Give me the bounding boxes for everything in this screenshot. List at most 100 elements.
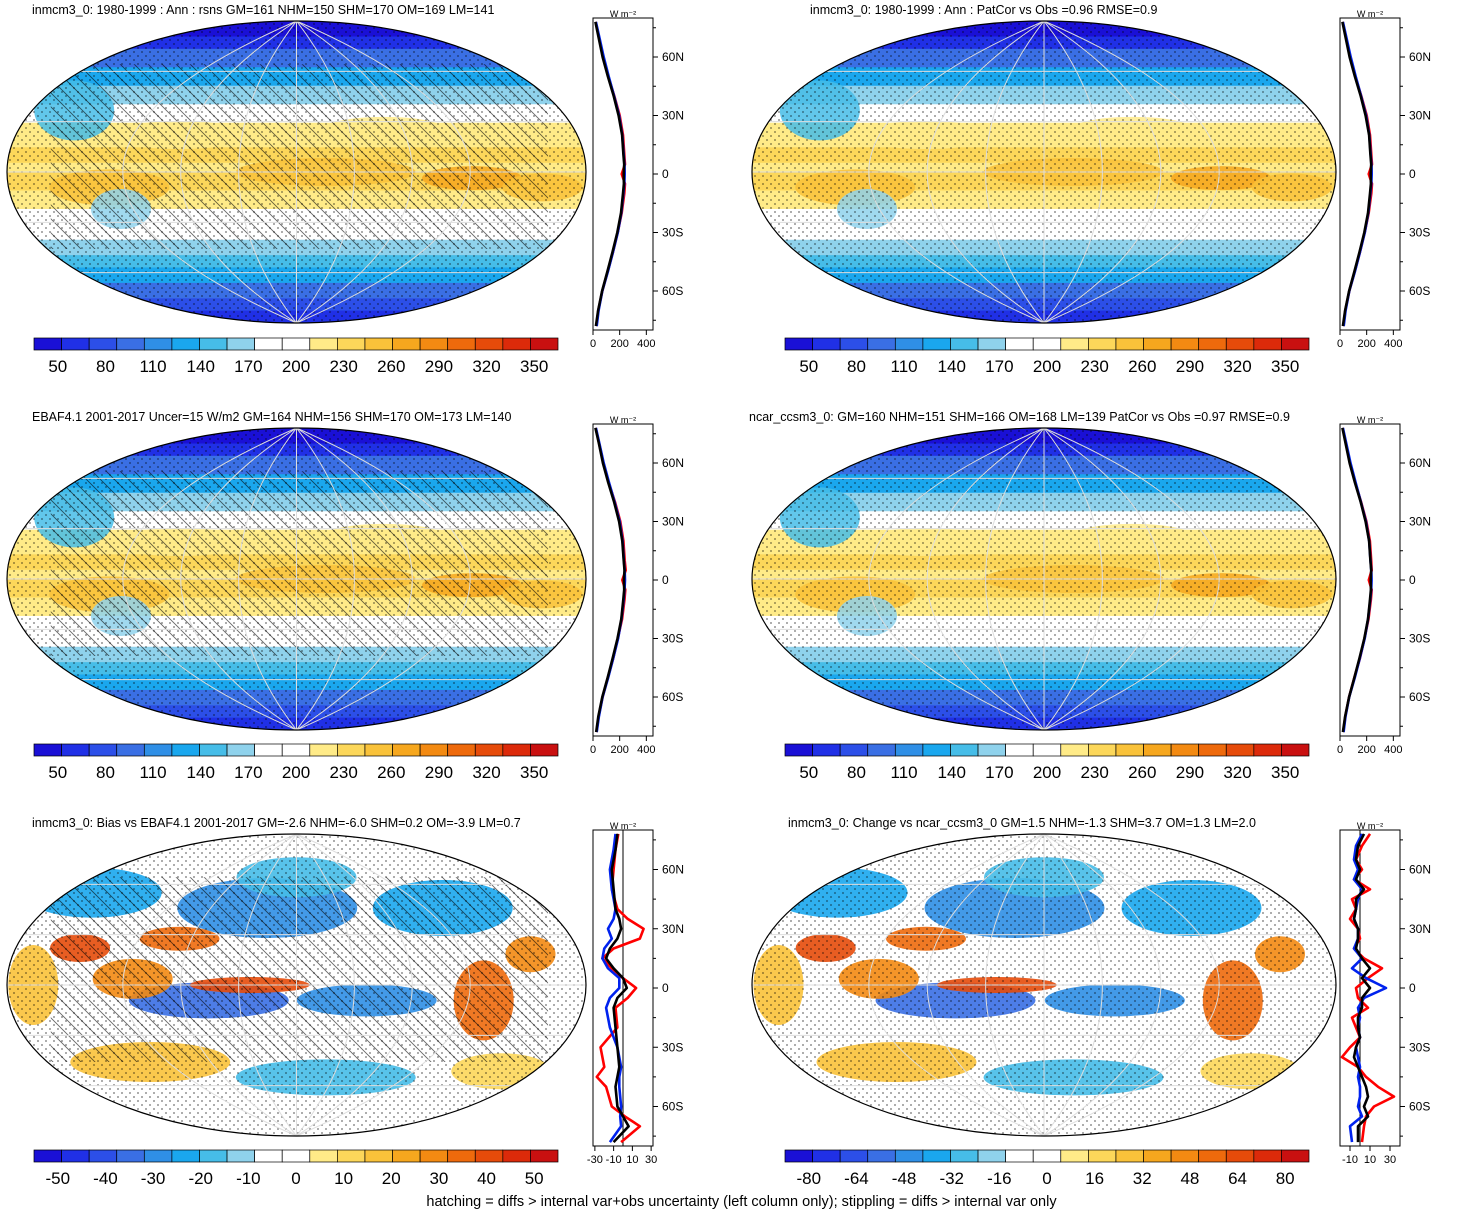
colorbar-label: 350 <box>520 357 548 376</box>
map-field <box>7 834 586 1136</box>
profile-y-tick: 0 <box>1409 167 1416 181</box>
colorbar-swatch <box>784 1149 813 1163</box>
map-outline <box>6 20 587 324</box>
colorbar-swatch <box>1032 743 1062 757</box>
colorbar-label: 230 <box>329 763 357 782</box>
profile-y-tick: 60N <box>662 50 684 64</box>
colorbar-label: 320 <box>472 357 500 376</box>
colorbar-label: 50 <box>525 1169 544 1188</box>
colorbar-swatch <box>1253 1149 1282 1163</box>
colorbar-label: 320 <box>472 763 500 782</box>
colorbar-label: 290 <box>425 357 453 376</box>
colorbar-label: 32 <box>1133 1169 1152 1188</box>
panel-6-map <box>751 833 1337 1137</box>
colorbar-swatch <box>33 743 62 757</box>
colorbar-swatch <box>1032 1149 1062 1163</box>
map-field <box>7 428 586 730</box>
colorbar-label: 48 <box>1180 1169 1199 1188</box>
colorbar-label: 350 <box>520 763 548 782</box>
colorbar-swatch <box>1115 337 1144 351</box>
profile-y-tick: 60N <box>1409 863 1431 877</box>
colorbar-swatch <box>226 743 255 757</box>
colorbar-label: 170 <box>234 763 262 782</box>
profile-y-tick: 0 <box>662 573 669 587</box>
colorbar-label: 0 <box>291 1169 300 1188</box>
colorbar-swatch <box>281 337 311 351</box>
colorbar-label: 50 <box>48 763 67 782</box>
colorbar-swatch <box>1032 337 1062 351</box>
profile-line-blue <box>1348 833 1388 1143</box>
colorbar-label: 200 <box>282 357 310 376</box>
colorbar-label: -80 <box>797 1169 822 1188</box>
colorbar-label: 50 <box>799 763 818 782</box>
colorbar-swatch <box>116 743 145 757</box>
profile-line-blue <box>1341 21 1374 327</box>
colorbar-swatch <box>419 743 449 757</box>
colorbar-label: 80 <box>96 763 115 782</box>
profile-y-tick: 60N <box>662 863 684 877</box>
colorbar-swatch <box>392 743 421 757</box>
panel-1-title: inmcm3_0: 1980-1999 : Ann : rsns GM=161 … <box>32 3 495 17</box>
profile-y-tick: 30S <box>1409 632 1430 646</box>
profile-y-tick: 0 <box>1409 981 1416 995</box>
colorbar-label: 30 <box>429 1169 448 1188</box>
colorbar-swatch <box>1198 1149 1227 1163</box>
colorbar-swatch <box>1198 743 1227 757</box>
colorbar-label: 140 <box>187 357 215 376</box>
colorbar-swatch <box>61 1149 90 1163</box>
colorbar-swatch <box>867 743 896 757</box>
profile-x-tick: -10 <box>606 1154 622 1166</box>
colorbar-swatch <box>1253 743 1282 757</box>
colorbar-swatch <box>867 1149 896 1163</box>
colorbar-swatch <box>281 743 311 757</box>
colorbar-label: 80 <box>847 357 866 376</box>
profile-line-blue <box>594 427 627 733</box>
profile-y-tick: 30S <box>1409 226 1430 240</box>
colorbar-swatch <box>977 1149 1006 1163</box>
panel-1-profile: W m⁻² 60N 30N 0 30S 60S 0 200 400 <box>590 9 684 350</box>
colorbar-label: 50 <box>799 357 818 376</box>
colorbar-swatch <box>950 743 979 757</box>
panel-2-colorbar: 50 80 110 140 170 200 230 260 290 320 350 <box>784 337 1310 376</box>
colorbar-label: 140 <box>938 763 966 782</box>
profile-y-tick: 30S <box>662 632 683 646</box>
colorbar-label: 200 <box>1033 763 1061 782</box>
figure-caption: hatching = diffs > internal var+obs unce… <box>426 1194 1057 1210</box>
colorbar-swatch <box>199 337 228 351</box>
profile-y-tick: 60S <box>1409 284 1430 298</box>
colorbar-label: 350 <box>1271 763 1299 782</box>
colorbar-swatch <box>812 337 841 351</box>
colorbar-label: -20 <box>188 1169 213 1188</box>
colorbar-label: -64 <box>844 1169 869 1188</box>
colorbar-swatch <box>950 1149 979 1163</box>
colorbar-swatch <box>1143 337 1172 351</box>
map-field <box>752 428 1336 730</box>
colorbar-swatch <box>226 337 255 351</box>
profile-line-black <box>594 21 626 327</box>
panel-5-map <box>6 833 587 1137</box>
colorbar-swatch <box>474 337 504 351</box>
colorbar-swatch <box>1060 1149 1089 1163</box>
colorbar-label: -50 <box>46 1169 71 1188</box>
colorbar-label: -48 <box>892 1169 917 1188</box>
colorbar-swatch <box>812 743 841 757</box>
colorbar-swatch <box>364 743 393 757</box>
colorbar-swatch <box>447 743 476 757</box>
colorbar-swatch <box>1143 1149 1172 1163</box>
panel-1-colorbar: 50 80 110 140 170 200 230 260 290 320 350 <box>33 337 559 376</box>
colorbar-label: 320 <box>1223 357 1251 376</box>
colorbar-label: 0 <box>1042 1169 1051 1188</box>
profile-x-tick: 0 <box>590 744 596 756</box>
colorbar-swatch <box>1225 337 1255 351</box>
profile-y-tick: 30S <box>1409 1040 1430 1054</box>
colorbar-swatch <box>337 743 366 757</box>
profile-x-tick: 200 <box>1357 744 1375 756</box>
profile-x-tick: 10 <box>626 1154 638 1166</box>
colorbar-label: 260 <box>1128 763 1156 782</box>
colorbar-label: 200 <box>1033 357 1061 376</box>
colorbar-swatch <box>1170 1149 1200 1163</box>
colorbar-swatch <box>337 1149 366 1163</box>
profile-x-tick: -10 <box>1342 1154 1358 1166</box>
colorbar-swatch <box>502 337 531 351</box>
colorbar-label: 230 <box>1080 763 1108 782</box>
